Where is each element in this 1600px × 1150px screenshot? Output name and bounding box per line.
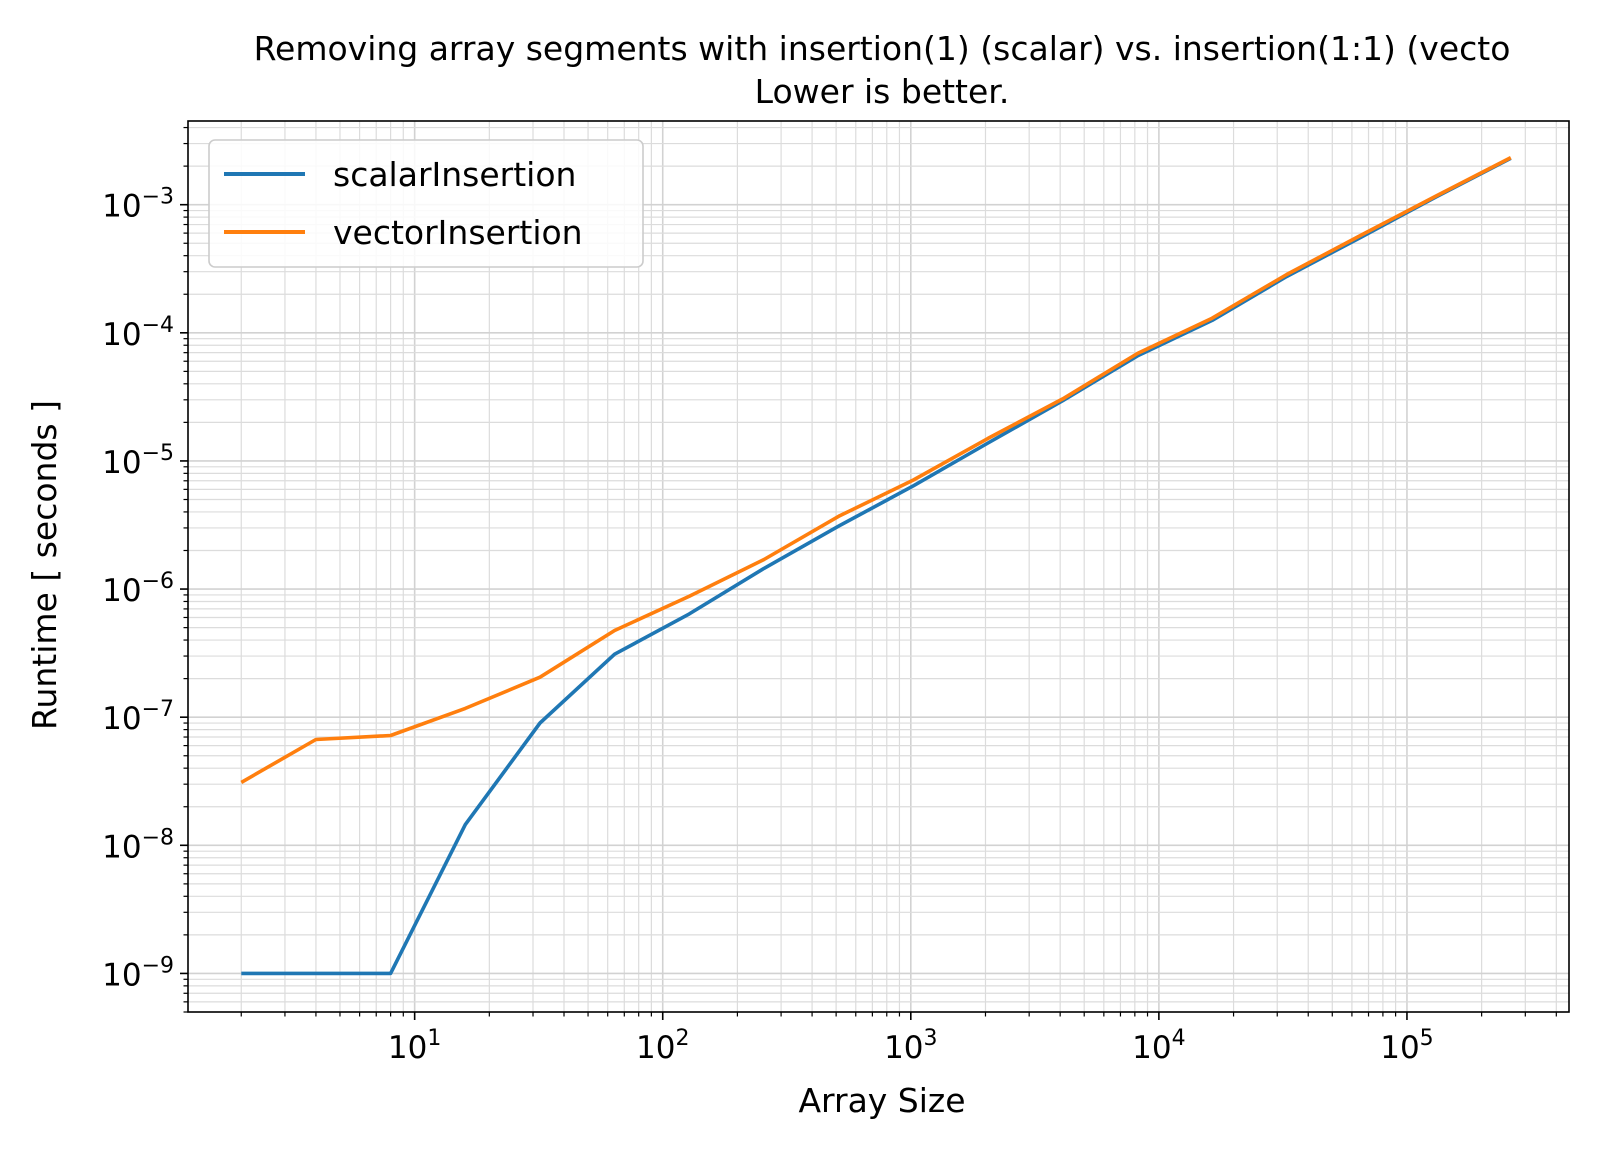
legend-label-scalarinsertion: scalarInsertion [333,155,576,194]
y-tick-label-base: 10 [102,573,141,609]
y-tick-label-exponent: −4 [142,313,174,338]
y-tick-label: 10−5 [102,441,174,481]
y-tick-label: 10−8 [102,825,174,865]
y-tick-label-exponent: −5 [142,441,174,466]
x-tick-label-exponent: 1 [427,1026,441,1051]
y-tick-label: 10−9 [102,953,174,993]
series-line-vectorinsertion [240,155,1512,784]
grid [188,121,1569,1013]
y-tick-label-base: 10 [102,317,141,353]
y-tick-label: 10−3 [102,185,174,225]
plot-area-frame [187,120,1570,1013]
y-tick-label-exponent: −9 [142,953,174,978]
x-tick-label-base: 10 [1380,1030,1419,1066]
x-tick-label-exponent: 5 [1420,1026,1434,1051]
x-tick-label: 104 [1132,1026,1185,1066]
x-tick-label-base: 10 [1132,1030,1171,1066]
legend-label-vectorinsertion: vectorInsertion [333,213,583,252]
y-tick-label: 10−6 [102,569,174,609]
y-tick-label-base: 10 [102,829,141,865]
y-tick-label-exponent: −3 [142,185,174,210]
x-tick-label: 103 [884,1026,937,1066]
axis-tick-labels: 101 102 103 104 10510−910−810−710−610−510−41… [102,185,1434,1066]
x-tick-label-base: 10 [388,1030,427,1066]
y-tick-label-base: 10 [102,189,141,225]
x-tick-label-base: 10 [884,1030,923,1066]
chart-subtitle: Lower is better. [755,72,1010,111]
series-lines [240,155,1512,976]
y-tick-label-base: 10 [102,957,141,993]
x-tick-label-exponent: 2 [675,1026,689,1051]
x-axis-label: Array Size [798,1081,965,1120]
chart-title: Removing array segments with insertion(1… [254,29,1511,68]
y-tick-label-exponent: −7 [142,697,174,722]
x-tick-label-exponent: 3 [924,1026,938,1051]
x-tick-label: 105 [1380,1026,1433,1066]
y-tick-label: 10−4 [102,313,174,353]
y-tick-label-exponent: −8 [142,825,174,850]
y-tick-label-exponent: −6 [142,569,174,594]
y-tick-label: 10−7 [102,697,174,737]
x-tick-label-exponent: 4 [1172,1026,1186,1051]
y-axis-label: Runtime [ seconds ] [25,400,64,730]
axis-ticks [180,126,1557,1020]
y-tick-label-base: 10 [102,445,141,481]
y-tick-label-base: 10 [102,701,141,737]
legend: scalarInsertion vectorInsertion [208,139,644,268]
legend-box [208,139,644,268]
x-tick-label: 102 [636,1026,689,1066]
x-tick-label: 101 [388,1026,441,1066]
x-tick-label-base: 10 [636,1030,675,1066]
